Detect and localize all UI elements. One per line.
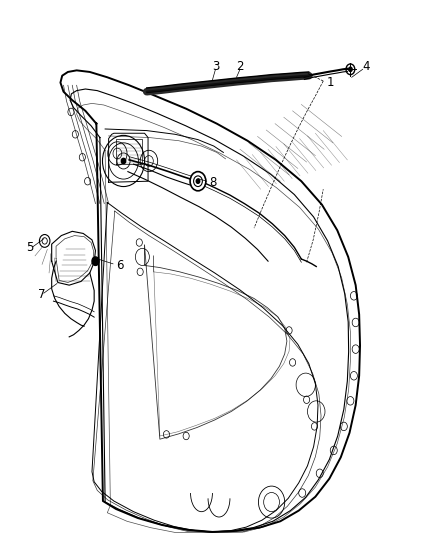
Text: 4: 4	[362, 60, 370, 73]
Text: 6: 6	[116, 259, 124, 272]
Circle shape	[196, 179, 200, 183]
Circle shape	[349, 67, 352, 71]
Text: 7: 7	[38, 288, 46, 301]
Circle shape	[92, 257, 99, 265]
Circle shape	[121, 158, 126, 164]
Text: 8: 8	[209, 176, 217, 189]
Text: 2: 2	[236, 60, 244, 73]
Text: 5: 5	[26, 241, 33, 254]
Circle shape	[39, 235, 50, 247]
Circle shape	[190, 172, 206, 191]
Text: 1: 1	[326, 76, 334, 89]
Text: 3: 3	[212, 60, 219, 73]
